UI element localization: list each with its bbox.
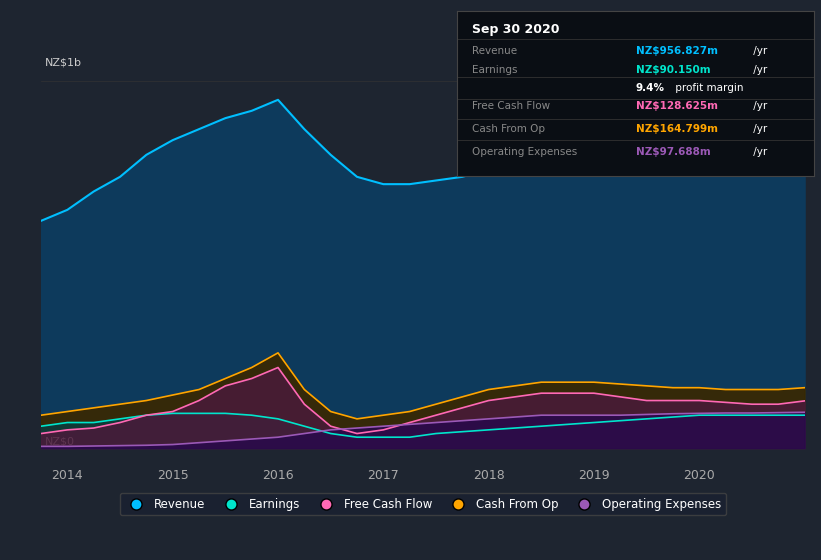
Text: Revenue: Revenue	[471, 46, 516, 56]
Text: /yr: /yr	[750, 147, 768, 157]
Text: NZ$1b: NZ$1b	[45, 57, 82, 67]
Text: NZ$128.625m: NZ$128.625m	[636, 101, 718, 111]
Text: Free Cash Flow: Free Cash Flow	[471, 101, 550, 111]
Text: NZ$97.688m: NZ$97.688m	[636, 147, 711, 157]
Text: profit margin: profit margin	[672, 83, 743, 93]
Legend: Revenue, Earnings, Free Cash Flow, Cash From Op, Operating Expenses: Revenue, Earnings, Free Cash Flow, Cash …	[120, 493, 726, 515]
Text: NZ$0: NZ$0	[45, 437, 75, 447]
Text: NZ$956.827m: NZ$956.827m	[636, 46, 718, 56]
Text: /yr: /yr	[750, 124, 768, 134]
Text: /yr: /yr	[750, 101, 768, 111]
Text: Operating Expenses: Operating Expenses	[471, 147, 577, 157]
Text: /yr: /yr	[750, 46, 768, 56]
Text: Earnings: Earnings	[471, 65, 517, 75]
Text: Cash From Op: Cash From Op	[471, 124, 544, 134]
Text: 9.4%: 9.4%	[636, 83, 665, 93]
Text: NZ$90.150m: NZ$90.150m	[636, 65, 710, 75]
Text: NZ$164.799m: NZ$164.799m	[636, 124, 718, 134]
Text: Sep 30 2020: Sep 30 2020	[471, 23, 559, 36]
Text: /yr: /yr	[750, 65, 768, 75]
